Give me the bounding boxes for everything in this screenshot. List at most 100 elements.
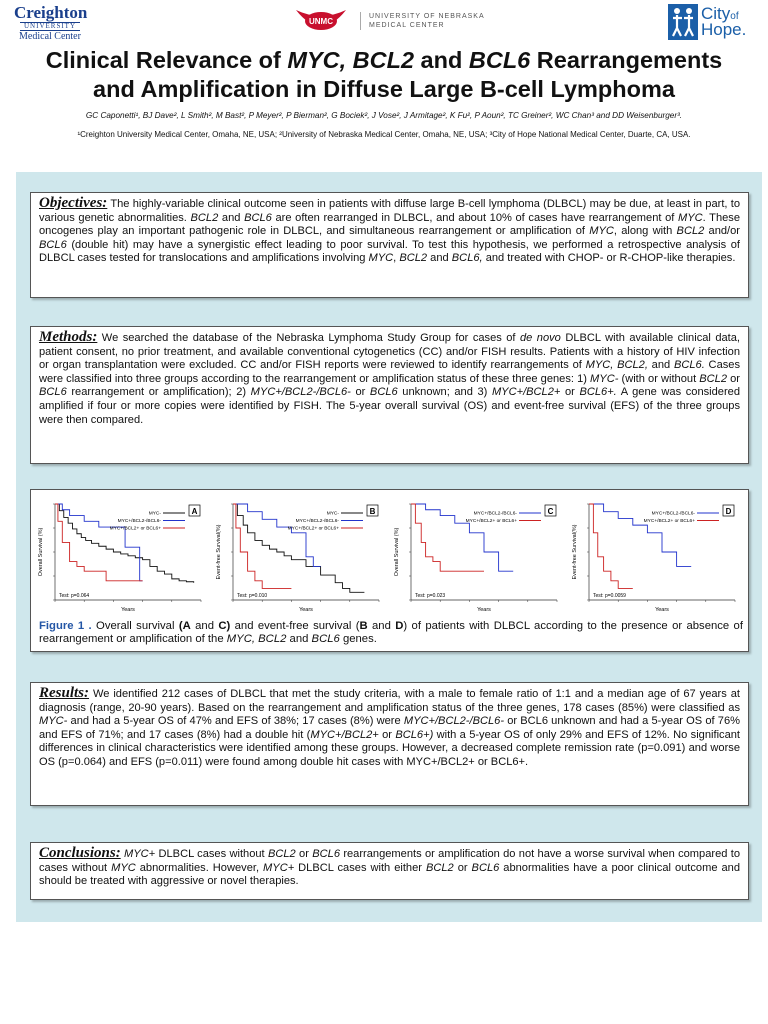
survival-curve	[411, 503, 484, 572]
text: We identified 212 cases of DLBCL that me…	[39, 688, 740, 714]
gene: MYC-	[39, 715, 68, 728]
text: DLBCL cases without	[155, 848, 268, 860]
figure-caption: Figure 1 . Overall survival (A and C) an…	[39, 620, 743, 646]
city-of-hope-figures-icon	[668, 4, 698, 40]
survival-curve	[55, 503, 195, 583]
panel-letter-box	[544, 504, 557, 517]
gene: BCL6.	[673, 359, 705, 372]
legend-label: MYC+/BCL2-/BCL6-	[474, 511, 518, 517]
text: or	[727, 372, 740, 385]
km-plot-c: Years Overall Survival (%) Test: p=0.023 C M…	[394, 503, 558, 613]
unmc-line2: MEDICAL CENTER	[369, 22, 445, 29]
text: and	[190, 620, 219, 632]
affiliations: ¹Creighton University Medical Center, Om…	[77, 130, 691, 139]
text: genes.	[339, 633, 377, 645]
text: The highly-variable clinical outcome see…	[39, 198, 740, 224]
gene: BCL2	[676, 225, 705, 238]
gene: BCL6+.	[579, 386, 617, 399]
km-plot-a: Years Overall Survival (%) Test: p=0.064 A M…	[38, 503, 202, 613]
km-plot-b: Years Event-free Survival(%) Test: p=0.010…	[216, 503, 380, 613]
text: (double hit) may have a synergistic effe…	[39, 238, 740, 265]
x-axis-label: Years	[655, 607, 669, 613]
text: rearrangement or amplification); 2)	[66, 386, 251, 399]
legend-label: MYC+/BCL2+ or BCL6+	[466, 518, 518, 524]
creighton-logo-name: Creighton	[14, 3, 88, 22]
text: and	[367, 620, 396, 632]
term: de novo	[519, 332, 561, 344]
survival-curve	[589, 503, 633, 589]
methods-heading: Methods:	[39, 329, 98, 345]
title-gene-bcl6: BCL6	[468, 47, 531, 73]
gene: BCL6	[369, 386, 398, 399]
text: are often rearranged in DLBCL, and about…	[271, 211, 678, 224]
p-value-annotation: Test: p=0.0059	[593, 593, 626, 599]
text: or BCL6 unknown and had a 5-year OS of 7…	[39, 715, 740, 741]
author-list: GC Caponetti¹, BJ Dave², L Smith², M Bas…	[85, 111, 683, 120]
y-axis-label: Event-free Survival(%)	[572, 524, 578, 579]
text: and	[647, 359, 674, 372]
survival-curve	[233, 503, 292, 589]
p-value-annotation: Test: p=0.064	[59, 593, 89, 599]
city-of-hope-logo: Cityof Hope.	[668, 4, 760, 40]
legend-label: MYC+/BCL2+ or BCL6+	[288, 526, 340, 532]
gene: BCL6	[244, 211, 272, 224]
panel-letter: D	[726, 507, 732, 516]
conclusions-box: Conclusions: MYC+ DLBCL cases without BC…	[30, 842, 749, 900]
text: or	[453, 861, 472, 874]
panel-letter: A	[192, 507, 198, 516]
text: ) of patients with DLBCL according to th…	[39, 620, 743, 645]
unmc-logo: UNMC UNIVERSITY OF NEBRASKA MEDICAL CENT…	[292, 4, 492, 38]
figure-label: Figure 1 .	[39, 620, 92, 632]
title-part: Clinical Relevance of	[45, 47, 288, 73]
x-axis-label: Years	[299, 607, 313, 613]
gene: MYC, BCL2	[226, 633, 287, 645]
x-axis-label: Years	[121, 607, 135, 613]
gene: MYC+/BCL2-/BCL6-	[250, 386, 351, 399]
gene: BCL6	[39, 238, 67, 251]
gene: BCL6	[311, 633, 340, 645]
conclusions-heading: Conclusions:	[39, 845, 121, 861]
title-line2: and Amplification in Diffuse Large B-cel…	[93, 76, 675, 102]
survival-curve	[55, 503, 143, 582]
gene: BCL6	[312, 848, 340, 860]
text: Cases were classified into three groups …	[39, 359, 740, 385]
panel-ref: D	[395, 620, 404, 632]
title-part: Rearrangements	[530, 47, 723, 73]
title-part: and	[414, 47, 469, 73]
survival-curve	[233, 503, 321, 567]
p-value-annotation: Test: p=0.023	[415, 593, 445, 599]
gene: BCL6+)	[395, 728, 434, 741]
gene: MYC+/BCL2+	[310, 728, 379, 741]
text: and treated with CHOP- or R-CHOP-like th…	[482, 252, 736, 265]
km-plot-d: Years Event-free Survival(%) Test: p=0.005…	[572, 503, 736, 613]
panel-letter-box	[366, 504, 379, 517]
gene: MYC+	[263, 861, 295, 874]
gene: BCL2	[425, 861, 454, 874]
text: . These oncogenes play an important path…	[39, 211, 741, 238]
legend-label: MYC-	[149, 511, 162, 517]
creighton-logo-mc: Medical Center	[19, 31, 81, 42]
poster-title: Clinical Relevance of MYC, BCL2 and BCL6…	[0, 46, 768, 104]
text: and	[427, 252, 452, 265]
text: with a 5-year OS of only 29% and EFS of …	[39, 728, 740, 768]
y-axis-label: Event-free Survival(%)	[216, 524, 222, 579]
gene: MYC, BCL2,	[585, 359, 648, 372]
text: , along with	[613, 225, 677, 238]
gene: BCL6	[471, 861, 500, 874]
gene: BCL2	[699, 372, 728, 385]
gene: BCL6	[39, 386, 67, 399]
unmc-line1: UNIVERSITY OF NEBRASKA	[369, 12, 485, 20]
text: rearrangements or amplification do not h…	[39, 848, 740, 874]
text: or	[560, 386, 580, 399]
text: and/or	[704, 225, 741, 238]
legend-label: MYC+/BCL2-/BCL6-	[296, 518, 340, 524]
legend-label: MYC+/BCL2-/BCL6-	[652, 511, 696, 517]
text: or	[295, 848, 313, 860]
unmc-emblem-icon: UNMC	[296, 10, 346, 30]
text: DLBCL cases with either	[294, 861, 426, 874]
gene: BCL6,	[451, 252, 483, 265]
panel-letter-box	[722, 504, 735, 517]
survival-curve	[55, 503, 143, 582]
gene: MYC+/BCL2+	[491, 386, 561, 399]
text: or	[378, 728, 396, 741]
